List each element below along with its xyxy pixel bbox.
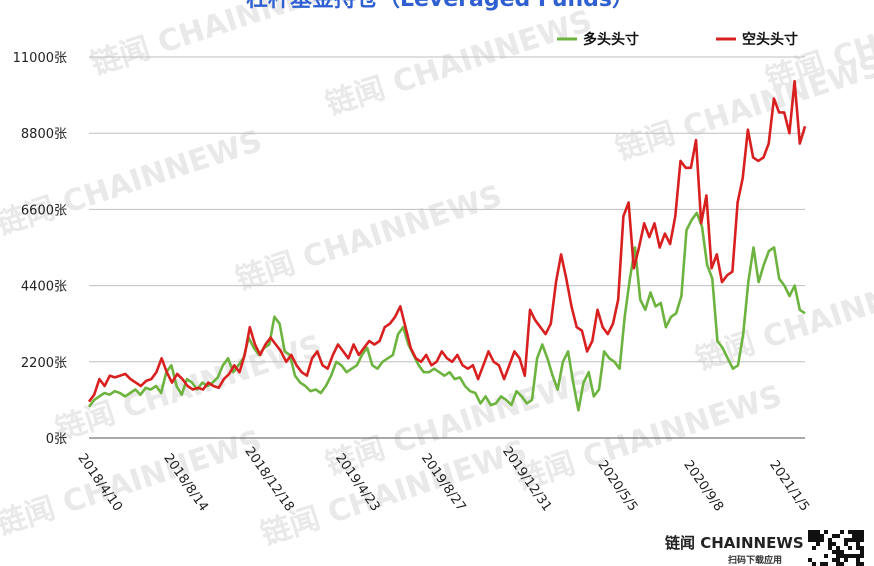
y-tick-labels: 0张 2200张 4400张 6600张 8800张 11000张 <box>13 51 67 447</box>
y-tick-label: 4400张 <box>21 280 67 295</box>
qr-cell <box>844 538 848 542</box>
series-line-long <box>87 211 806 412</box>
qr-cell <box>812 546 816 550</box>
qr-cell <box>844 558 848 562</box>
qr-cell <box>820 562 824 566</box>
qr-cell <box>860 534 864 538</box>
qr-cell <box>844 554 848 558</box>
qr-cell <box>808 558 812 562</box>
qr-cell <box>824 562 828 566</box>
brand-logo-text: 链闻 CHAINNEWS <box>665 534 804 552</box>
qr-cell <box>840 562 844 566</box>
watermark-text: 链闻 CHAINNEWS <box>232 179 507 298</box>
qr-cell <box>860 546 864 550</box>
qr-cell <box>832 542 836 546</box>
qr-cell <box>816 542 820 546</box>
series-lines <box>87 79 807 412</box>
qr-cell <box>848 530 852 534</box>
qr-cell <box>856 554 860 558</box>
qr-cell <box>860 562 864 566</box>
brand-subtitle: 扫码下载应用 <box>728 554 782 566</box>
x-tick-label: 2021/1/5 <box>766 458 812 514</box>
qr-cell <box>808 530 812 534</box>
qr-cell <box>836 554 840 558</box>
legend: 多头头寸 空头头寸 <box>557 31 798 48</box>
x-tick-label: 2020/9/8 <box>680 458 726 514</box>
qr-cell <box>856 558 860 562</box>
qr-cell <box>840 530 844 534</box>
qr-cell <box>808 534 812 538</box>
qr-cell <box>848 546 852 550</box>
qr-cell <box>856 546 860 550</box>
qr-cell <box>840 554 844 558</box>
legend-label-short: 空头头寸 <box>742 31 798 48</box>
qr-cell <box>852 534 856 538</box>
y-tick-label: 8800张 <box>21 127 67 142</box>
legend-label-long: 多头头寸 <box>583 31 639 48</box>
series-line-short <box>87 79 807 403</box>
qr-cell <box>856 534 860 538</box>
qr-cell <box>860 554 864 558</box>
qr-cell <box>860 550 864 554</box>
qr-cell <box>808 538 812 542</box>
qr-cell <box>836 546 840 550</box>
x-tick-label: 2018/12/18 <box>241 444 296 514</box>
qr-cell <box>852 530 856 534</box>
qr-cell <box>844 542 848 546</box>
y-tick-label: 6600张 <box>21 203 67 218</box>
qr-cell <box>836 558 840 562</box>
qr-cell <box>848 538 852 542</box>
qr-cell <box>856 538 860 542</box>
watermark-text: 链闻 CHAINNEWS <box>87 0 362 83</box>
qr-cell <box>856 542 860 546</box>
qr-cell <box>836 562 840 566</box>
qr-cell <box>812 530 816 534</box>
chart-title: 杠杆基金持仓（Leveraged Funds） <box>246 0 634 12</box>
y-tick-label: 0张 <box>46 432 67 447</box>
qr-cell <box>812 538 816 542</box>
qr-cell <box>816 538 820 542</box>
y-tick-label: 11000张 <box>13 51 67 66</box>
qr-cell <box>828 542 832 546</box>
qr-cell <box>824 530 828 534</box>
qr-cell <box>812 534 816 538</box>
qr-cell <box>836 534 840 538</box>
qr-cell <box>820 534 824 538</box>
qr-cell <box>832 534 836 538</box>
qr-cell <box>824 554 828 558</box>
qr-cell <box>852 538 856 542</box>
qr-cell <box>836 550 840 554</box>
watermark-text: 链闻 CHAINNEWS <box>692 259 874 378</box>
qr-cell <box>840 550 844 554</box>
qr-cell <box>816 530 820 534</box>
watermark-text: 链闻 CHAINNEWS <box>322 4 597 123</box>
y-gridlines <box>89 56 805 363</box>
qr-cell <box>828 546 832 550</box>
qr-cell <box>852 554 856 558</box>
qr-cell <box>860 530 864 534</box>
qr-cell <box>856 530 860 534</box>
qr-cell <box>820 538 824 542</box>
y-tick-label: 2200张 <box>21 356 67 371</box>
qr-cell <box>832 558 836 562</box>
qr-cell <box>812 562 816 566</box>
watermark-text: 链闻 CHAINNEWS <box>0 424 266 543</box>
qr-cell <box>848 554 852 558</box>
qr-cell <box>860 538 864 542</box>
qr-cell <box>816 534 820 538</box>
qr-cell <box>828 538 832 542</box>
qr-cell <box>832 550 836 554</box>
qr-cell <box>856 562 860 566</box>
qr-code-icon <box>808 530 864 566</box>
